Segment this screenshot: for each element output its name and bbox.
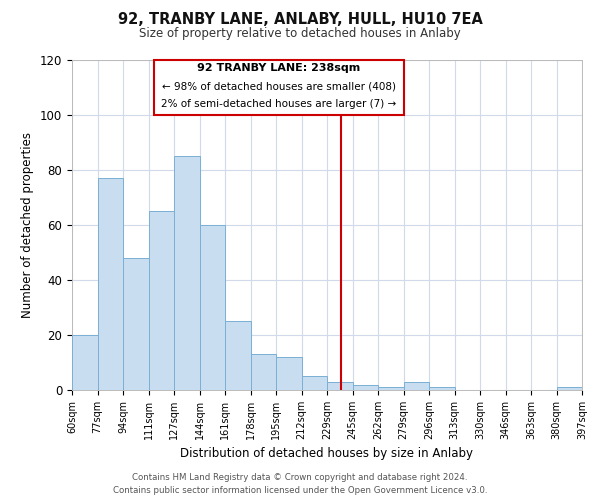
- Bar: [123, 258, 149, 390]
- Bar: [225, 322, 251, 390]
- X-axis label: Distribution of detached houses by size in Anlaby: Distribution of detached houses by size …: [181, 448, 473, 460]
- Bar: [327, 382, 353, 390]
- Text: Size of property relative to detached houses in Anlaby: Size of property relative to detached ho…: [139, 28, 461, 40]
- Bar: [557, 387, 582, 390]
- Bar: [174, 156, 199, 390]
- Bar: [378, 387, 404, 390]
- Bar: [97, 178, 123, 390]
- Bar: [429, 387, 455, 390]
- Text: Contains HM Land Registry data © Crown copyright and database right 2024.
Contai: Contains HM Land Registry data © Crown c…: [113, 474, 487, 495]
- Bar: [149, 211, 174, 390]
- FancyBboxPatch shape: [154, 60, 404, 115]
- Bar: [353, 384, 378, 390]
- Bar: [199, 225, 225, 390]
- Text: 92 TRANBY LANE: 238sqm: 92 TRANBY LANE: 238sqm: [197, 63, 360, 73]
- Bar: [276, 357, 302, 390]
- Text: 2% of semi-detached houses are larger (7) →: 2% of semi-detached houses are larger (7…: [161, 99, 396, 109]
- Text: ← 98% of detached houses are smaller (408): ← 98% of detached houses are smaller (40…: [161, 81, 395, 91]
- Bar: [302, 376, 327, 390]
- Bar: [251, 354, 276, 390]
- Bar: [404, 382, 429, 390]
- Text: 92, TRANBY LANE, ANLABY, HULL, HU10 7EA: 92, TRANBY LANE, ANLABY, HULL, HU10 7EA: [118, 12, 482, 28]
- Y-axis label: Number of detached properties: Number of detached properties: [22, 132, 34, 318]
- Bar: [72, 335, 97, 390]
